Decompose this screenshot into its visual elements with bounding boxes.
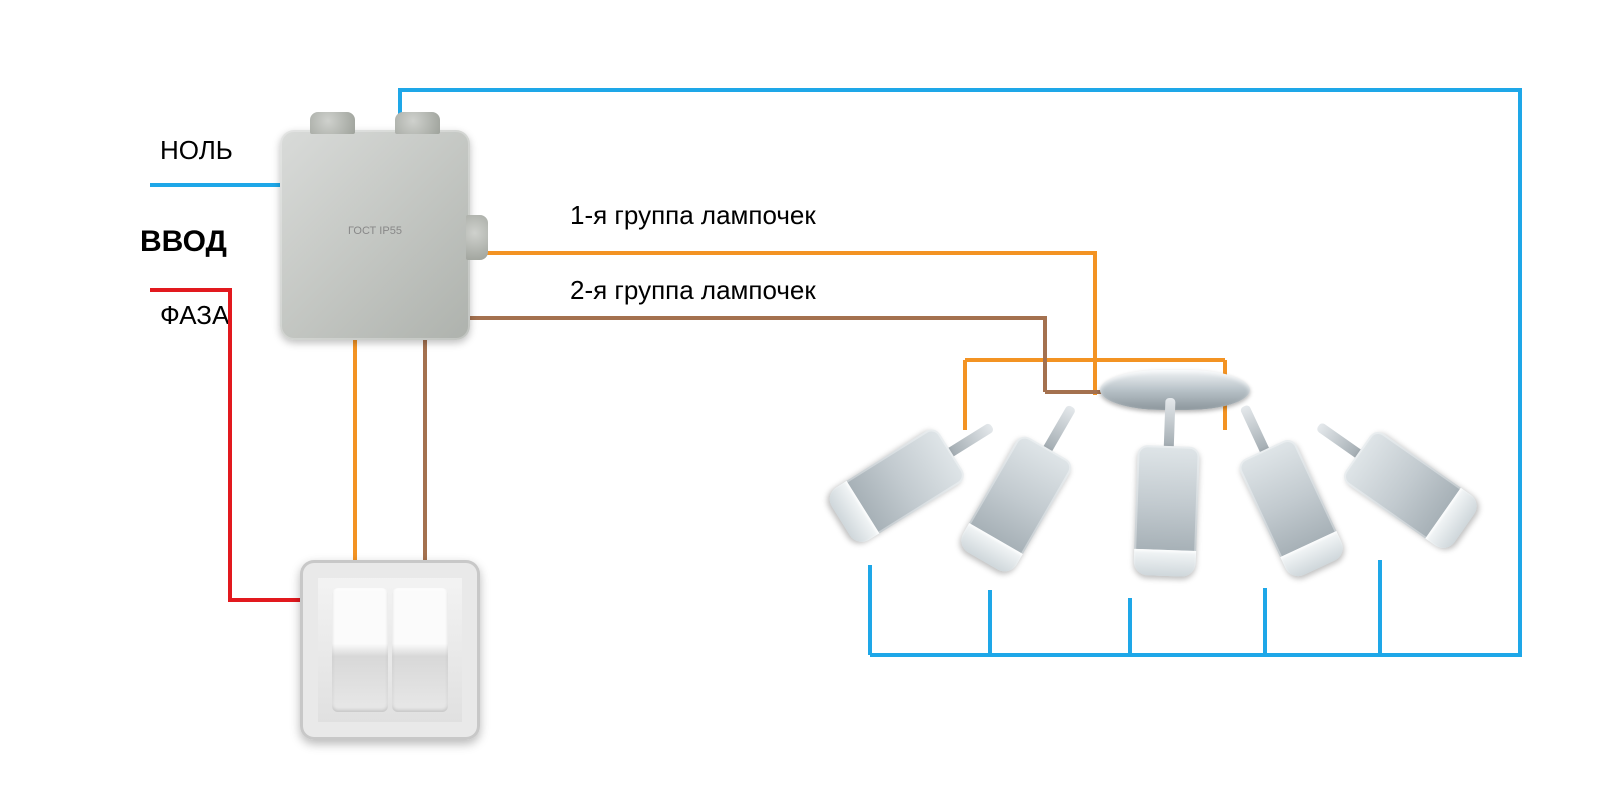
- junction-box: ГОСТ IP55: [280, 130, 470, 340]
- chandelier: [920, 350, 1400, 680]
- switch-rocker-1[interactable]: [332, 588, 388, 712]
- chandelier-lamp-3: [1133, 397, 1201, 574]
- wall-switch[interactable]: [300, 560, 480, 740]
- switch-rocker-2[interactable]: [392, 588, 448, 712]
- junction-box-marking: ГОСТ IP55: [348, 225, 402, 237]
